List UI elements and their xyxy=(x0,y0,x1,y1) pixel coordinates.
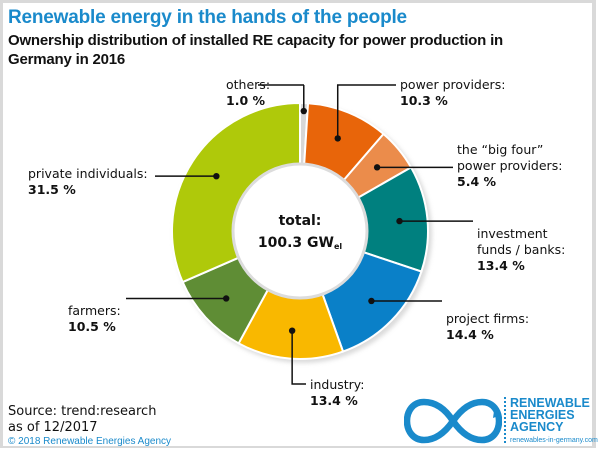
leader-dot-power-providers xyxy=(334,135,341,142)
slice-label-name: power providers: xyxy=(400,77,506,92)
total-unit-subscript: el xyxy=(333,242,343,251)
leader-line-others xyxy=(258,84,305,112)
label-others: others: 1.0 % xyxy=(226,77,270,109)
total-caption: total: xyxy=(278,213,322,229)
slice-label-value: 14.4 % xyxy=(446,327,494,342)
label-investment-funds: investment funds / banks: 13.4 % xyxy=(477,226,565,274)
slice-label-value: 1.0 % xyxy=(226,93,266,108)
slice-label-name: investment xyxy=(477,226,548,241)
center-total-label: total: 100.3 GWel xyxy=(234,210,366,258)
logo-wordmark: RENEWABLE ENERGIES AGENCY xyxy=(510,396,590,434)
leader-dot-big-four xyxy=(373,164,381,171)
logo-line-3: AGENCY xyxy=(510,420,564,434)
slice-label-value: 5.4 % xyxy=(457,174,497,189)
label-project-firms: project firms: 14.4 % xyxy=(446,311,529,343)
source-note: Source: trend:research as of 12/2017 xyxy=(8,404,156,436)
slice-label-name: the “big four” xyxy=(457,142,544,157)
leader-dot-investment-funds xyxy=(396,217,403,225)
chart-title: Renewable energy in the hands of the peo… xyxy=(8,7,407,28)
slice-label-name: others: xyxy=(226,77,271,92)
leader-line-power-providers xyxy=(336,84,396,139)
label-big-four: the “big four” power providers: 5.4 % xyxy=(457,142,562,190)
source-line: Source: trend:research xyxy=(8,404,157,419)
slice-label-value: 13.4 % xyxy=(310,393,358,408)
leader-dot-others xyxy=(300,107,307,115)
label-industry: industry: 13.4 % xyxy=(310,377,365,409)
leader-dot-private-individuals xyxy=(213,172,220,180)
logo-line-2: ENERGIES xyxy=(510,408,575,422)
logo-url: renewables-in-germany.com xyxy=(510,437,598,444)
logo-divider xyxy=(504,397,506,443)
slice-label-name: farmers: xyxy=(68,303,121,318)
label-farmers: farmers: 10.5 % xyxy=(68,303,121,335)
copyright-notice: © 2018 Renewable Energies Agency xyxy=(8,436,172,447)
total-value: 100.3 GWel xyxy=(257,235,343,251)
label-power-providers: power providers: 10.3 % xyxy=(400,77,505,109)
leader-dot-project-firms xyxy=(368,297,375,305)
leader-line-industry xyxy=(291,330,306,385)
slice-label-value: 13.4 % xyxy=(477,258,525,273)
infinity-logo-icon xyxy=(404,398,502,444)
label-private-individuals: private individuals: 31.5 % xyxy=(28,166,148,198)
slice-label-name: private individuals: xyxy=(28,166,148,181)
logo-line-1: RENEWABLE xyxy=(510,396,590,410)
slice-label-name-line2: power providers: xyxy=(457,158,563,173)
source-date: as of 12/2017 xyxy=(8,420,98,435)
slice-label-value: 10.5 % xyxy=(68,319,116,334)
slice-label-name-line2: funds / banks: xyxy=(477,242,566,257)
leader-dot-industry xyxy=(288,327,296,334)
slice-label-name: project firms: xyxy=(446,311,530,326)
chart-subtitle: Ownership distribution of installed RE c… xyxy=(8,32,504,68)
slice-label-value: 31.5 % xyxy=(28,182,76,197)
slice-label-value: 10.3 % xyxy=(400,93,448,108)
slice-label-name: industry: xyxy=(310,377,365,392)
leader-dot-farmers xyxy=(222,295,230,302)
donut-hole xyxy=(231,162,369,300)
